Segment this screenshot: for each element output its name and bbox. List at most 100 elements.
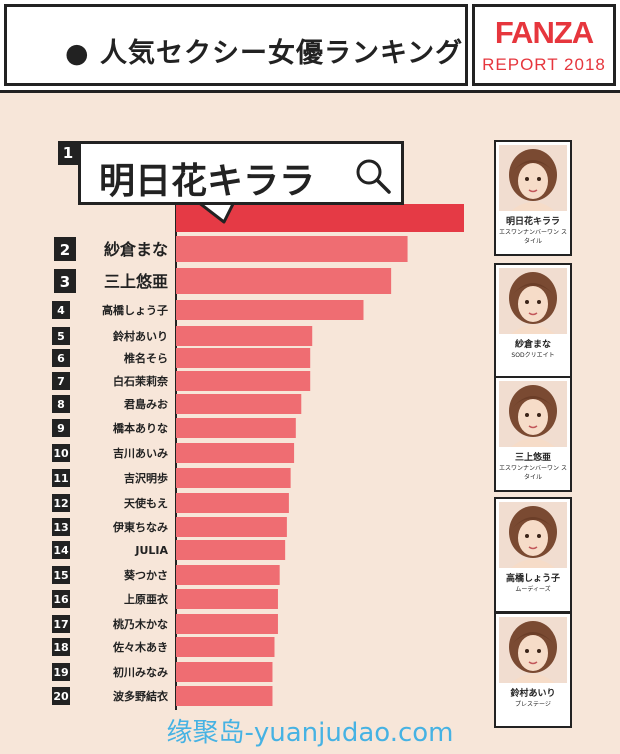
rank-badge-4	[52, 301, 70, 319]
rank-number-14: 14	[53, 544, 69, 557]
rank-name-18: 佐々木あき	[112, 640, 168, 654]
bar-19	[176, 662, 273, 682]
rank-badge-16	[52, 590, 70, 608]
rank-name-4: 高橋しょう子	[102, 303, 168, 317]
portrait-card-name: 三上悠亜	[514, 453, 551, 463]
bar-11	[176, 468, 291, 488]
rank-number-5: 5	[57, 330, 65, 343]
rank-name-2: 紗倉まな	[104, 240, 168, 259]
bar-14	[176, 540, 286, 560]
bar-20	[176, 686, 273, 706]
bar-17	[176, 614, 278, 634]
rank-badge-15	[52, 566, 70, 584]
rank-number-18: 18	[53, 641, 68, 654]
bar-4	[176, 300, 364, 320]
portrait-card-5: 鈴村あいりプレステージ	[494, 612, 572, 728]
rank-badge-11	[52, 469, 70, 487]
rank-number-4: 4	[57, 304, 65, 317]
brand-box: FANZA REPORT 2018	[472, 4, 616, 86]
bar-15	[176, 565, 280, 585]
rank-badge-19	[52, 663, 70, 681]
watermark: 缘聚岛-yuanjudao.com	[166, 718, 454, 748]
portrait-card-label: エスワンナンバーワン スタイル	[499, 229, 567, 245]
header: ● 人気セクシー女優ランキング FANZA REPORT 2018	[0, 0, 620, 93]
portrait-card-label: ムーディーズ	[515, 586, 551, 593]
rank-number-7: 7	[57, 375, 65, 388]
rank-number-9: 9	[57, 422, 65, 435]
rank-name-15: 葵つかさ	[123, 568, 168, 582]
rank-name-17: 桃乃木かな	[113, 617, 168, 631]
portrait-card-1: 明日花キララ エスワンナンバーワン スタイル	[494, 140, 572, 256]
rank-name-3: 三上悠亜	[104, 272, 168, 291]
rank-number-12: 12	[53, 497, 68, 510]
rank-badge-10	[52, 444, 70, 462]
portrait-icon	[499, 268, 567, 334]
rank-badge-7	[52, 372, 70, 390]
portrait-card-name: 鈴村あいり	[510, 689, 556, 699]
rank-badge-9	[52, 419, 70, 437]
portrait-card-label: エスワンナンバーワン スタイル	[499, 465, 567, 481]
rank-badge-20	[52, 687, 70, 705]
bar-18	[176, 637, 275, 657]
portrait-icon	[499, 617, 567, 683]
rank-number-11: 11	[53, 472, 68, 485]
rank-badge-18	[52, 638, 70, 656]
rank-name-20: 波多野結衣	[113, 689, 169, 703]
rank-name-11: 吉沢明歩	[124, 471, 168, 485]
bar-2	[176, 236, 408, 262]
rank-name-14: JULIA	[134, 544, 168, 557]
portrait-card-4: 高橋しょう子 ムーディーズ	[494, 497, 572, 613]
bars-layer	[176, 204, 464, 706]
bar-5	[176, 326, 313, 346]
rank-badge-17	[52, 615, 70, 633]
portrait-icon	[499, 145, 567, 211]
bar-7	[176, 371, 311, 391]
rank-number-8: 8	[57, 398, 65, 411]
rank-name-9: 橋本ありな	[113, 421, 168, 435]
bar-10	[176, 443, 295, 463]
portrait-card-2: 紗倉まな SODクリエイト	[494, 263, 572, 379]
bar-13	[176, 517, 287, 537]
rank-1-number: 1	[58, 141, 78, 165]
bar-12	[176, 493, 289, 513]
rank-number-20: 20	[53, 690, 69, 703]
bar-6	[176, 348, 311, 368]
rank-number-13: 13	[53, 521, 68, 534]
portrait-card-label: SODクリエイト	[511, 352, 555, 359]
bar-16	[176, 589, 278, 609]
rank-number-6: 6	[57, 352, 65, 365]
rank-name-7: 白石茉莉奈	[113, 374, 169, 388]
rank-number-16: 16	[53, 593, 69, 606]
rank-name-13: 伊東ちなみ	[112, 520, 168, 534]
rank-badge-3	[54, 269, 76, 293]
rank-name-8: 君島みお	[124, 397, 168, 411]
portrait-card-name: 紗倉まな	[514, 340, 551, 350]
rank-badge-12	[52, 494, 70, 512]
brand-subtitle: REPORT 2018	[482, 55, 606, 74]
rank-number-15: 15	[53, 569, 68, 582]
rank-name-12: 天使もえ	[124, 496, 168, 510]
rank-number-2: 2	[60, 241, 70, 259]
rank-badge-2	[54, 237, 76, 261]
rank-name-5: 鈴村あいり	[113, 329, 168, 343]
title-box: ● 人気セクシー女優ランキング	[4, 4, 468, 86]
rank-number-3: 3	[60, 273, 70, 291]
rank-name-6: 椎名そら	[123, 351, 168, 365]
rank-1-name: 明日花キララ	[99, 161, 316, 202]
rank-badge-8	[52, 395, 70, 413]
bar-8	[176, 394, 302, 414]
page-title: ● 人気セクシー女優ランキング	[65, 38, 464, 69]
search-icon	[356, 159, 391, 194]
labels-layer: 2 紗倉まな 3 三上悠亜 4 高橋しょう子 5 鈴村あいり 6 椎名そら 7 白石茉莉奈 8 君島みお 9…	[52, 237, 169, 705]
rank-number-19: 19	[53, 666, 68, 679]
rank-name-19: 初川みなみ	[113, 665, 168, 679]
rank-badge-13	[52, 518, 70, 536]
portrait-card-label: プレステージ	[515, 701, 551, 708]
portrait-card-3: 三上悠亜エスワンナンバーワン スタイル	[494, 376, 572, 492]
rank-1-box: 明日花キララ	[78, 141, 404, 205]
rank-number-17: 17	[53, 618, 68, 631]
speech-tail	[198, 202, 236, 224]
rank-badge-5	[52, 327, 70, 345]
portrait-icon	[499, 502, 567, 568]
